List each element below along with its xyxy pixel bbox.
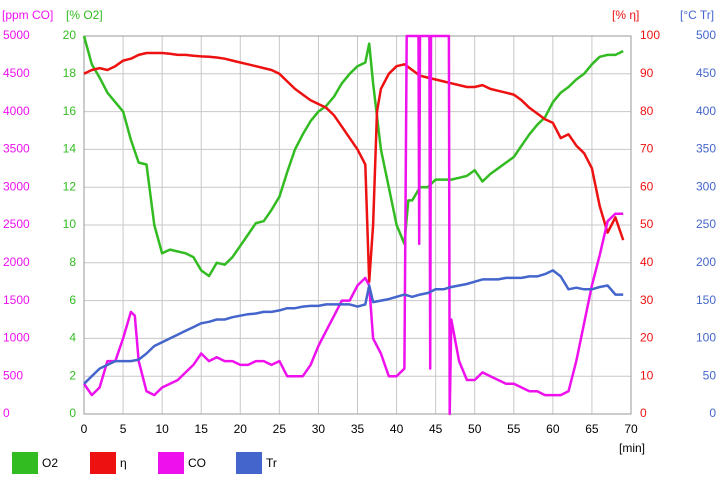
y-tick-label: 10 — [63, 217, 77, 231]
y-tick-label: 2000 — [3, 255, 30, 269]
x-tick-label: 5 — [120, 422, 127, 436]
y-tick-label: 350 — [696, 142, 716, 156]
y-tick-label: 0 — [709, 406, 716, 420]
y-tick-label: 1500 — [3, 293, 30, 307]
y-tick-label: 0 — [3, 406, 10, 420]
y-tick-label: 150 — [696, 293, 716, 307]
y-tick-label: 200 — [696, 255, 716, 269]
y-tick-label: 3000 — [3, 179, 30, 193]
y-tick-label: 90 — [640, 66, 654, 80]
y-tick-label: 2500 — [3, 217, 30, 231]
y-tick-label: 500 — [696, 28, 716, 42]
legend-swatch — [90, 452, 116, 474]
x-tick-label: 60 — [546, 422, 560, 436]
legend-label: CO — [188, 456, 206, 470]
x-tick-label: 20 — [234, 422, 248, 436]
y-tick-label: 6 — [69, 293, 76, 307]
y-tick-label: 2 — [69, 368, 76, 382]
y-tick-label: 5000 — [3, 28, 30, 42]
y-tick-label: 250 — [696, 217, 716, 231]
axis-label: [% η] — [612, 8, 639, 22]
y-tick-label: 80 — [640, 104, 654, 118]
y-tick-label: 12 — [63, 179, 77, 193]
x-tick-label: 50 — [468, 422, 482, 436]
y-tick-label: 50 — [703, 368, 717, 382]
y-tick-label: 450 — [696, 66, 716, 80]
y-tick-label: 50 — [640, 217, 654, 231]
x-tick-label: 40 — [390, 422, 404, 436]
y-tick-label: 500 — [3, 368, 23, 382]
legend-label: η — [120, 456, 127, 470]
data-line — [83, 51, 625, 283]
y-tick-label: 4 — [69, 331, 76, 345]
y-tick-label: 20 — [640, 331, 654, 345]
y-tick-label: 8 — [69, 255, 76, 269]
y-tick-label: 40 — [640, 255, 654, 269]
x-tick-label: 35 — [351, 422, 365, 436]
y-tick-label: 0 — [640, 406, 647, 420]
x-tick-label: 55 — [507, 422, 521, 436]
y-tick-label: 100 — [696, 331, 716, 345]
y-tick-label: 70 — [640, 142, 654, 156]
y-tick-label: 400 — [696, 104, 716, 118]
x-tick-label: 30 — [312, 422, 326, 436]
x-tick-label: 0 — [81, 422, 88, 436]
y-tick-label: 1000 — [3, 331, 30, 345]
x-tick-label: 15 — [195, 422, 209, 436]
y-tick-label: 10 — [640, 368, 654, 382]
data-line — [83, 269, 624, 385]
legend-swatch — [158, 452, 184, 474]
x-tick-label: 25 — [273, 422, 287, 436]
x-tick-label: 45 — [429, 422, 443, 436]
legend-swatch — [236, 452, 262, 474]
x-tick-label: 10 — [155, 422, 169, 436]
data-line — [82, 35, 624, 278]
axis-label: [°C Tr] — [680, 8, 714, 22]
y-tick-label: 3500 — [3, 142, 30, 156]
y-tick-label: 4000 — [3, 104, 30, 118]
y-tick-label: 60 — [640, 179, 654, 193]
plot-frame — [83, 35, 632, 415]
y-tick-label: 16 — [63, 104, 77, 118]
axis-label: [% O2] — [66, 8, 103, 22]
y-tick-label: 4500 — [3, 66, 30, 80]
y-tick-label: 30 — [640, 293, 654, 307]
y-tick-label: 18 — [63, 66, 77, 80]
x-axis-label: [min] — [619, 441, 645, 455]
y-tick-label: 300 — [696, 179, 716, 193]
y-tick-label: 0 — [69, 406, 76, 420]
y-tick-label: 14 — [63, 142, 77, 156]
legend-label: Tr — [266, 456, 277, 470]
y-tick-label: 100 — [640, 28, 660, 42]
x-tick-label: 70 — [624, 422, 638, 436]
x-tick-label: 65 — [585, 422, 599, 436]
legend-swatch — [12, 452, 38, 474]
data-line — [82, 34, 624, 416]
legend-label: O2 — [42, 456, 58, 470]
y-tick-label: 20 — [63, 28, 77, 42]
axis-label: [ppm CO] — [2, 8, 53, 22]
